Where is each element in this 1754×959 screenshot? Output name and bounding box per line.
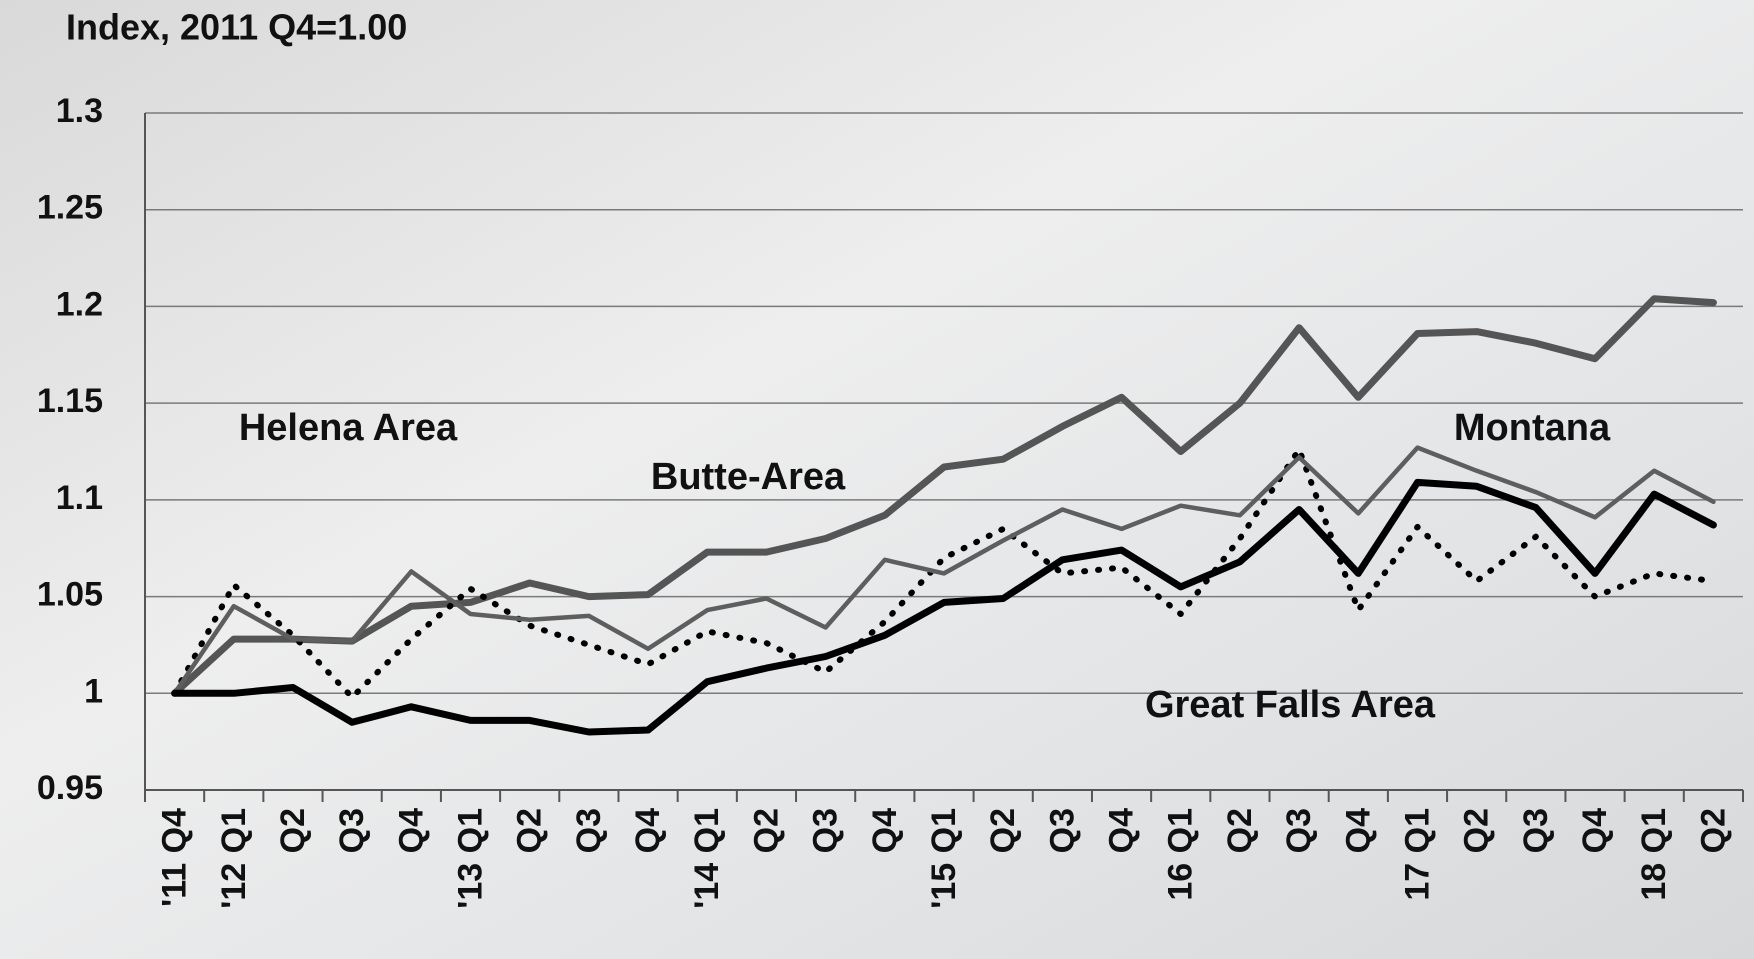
- series-label: Montana: [1454, 407, 1611, 449]
- x-tick-label: '13 Q1: [452, 808, 490, 909]
- series-label: Butte-Area: [651, 456, 846, 498]
- x-tick-label: Q3: [1280, 808, 1318, 853]
- y-tick-label: 1.2: [56, 285, 103, 323]
- y-tick-label: 1.05: [37, 576, 103, 614]
- y-tick-label: 1.3: [56, 92, 103, 130]
- x-tick-label: Q2: [1694, 808, 1732, 853]
- series-line: [171, 478, 1717, 736]
- x-tick-label: Q4: [392, 808, 430, 853]
- y-axis-label: Index, 2011 Q4=1.00: [66, 7, 407, 48]
- x-tick-label: '15 Q1: [925, 808, 963, 909]
- x-tick-label: '12 Q1: [215, 808, 253, 909]
- y-tick-label: 0.95: [37, 769, 103, 807]
- series-label: Helena Area: [239, 407, 458, 449]
- x-tick-label: Q3: [1517, 808, 1555, 853]
- x-tick-label: 17 Q1: [1398, 808, 1436, 901]
- series-line: [172, 445, 1716, 696]
- x-tick-label: Q2: [747, 808, 785, 853]
- y-tick-label: 1: [84, 672, 103, 710]
- x-tick-label: Q3: [1043, 808, 1081, 853]
- x-tick-label: '11 Q4: [156, 808, 194, 907]
- y-tick-label: 1.25: [37, 189, 103, 227]
- x-tick-label: Q2: [511, 808, 549, 853]
- y-tick-label: 1.1: [56, 479, 103, 517]
- x-tick-label: 18 Q1: [1635, 808, 1673, 901]
- series-line: [171, 446, 1717, 701]
- series-line: [171, 295, 1717, 697]
- x-tick-label: Q2: [1221, 808, 1259, 853]
- x-tick-label: Q4: [1339, 808, 1377, 853]
- x-tick-label: Q3: [807, 808, 845, 853]
- y-tick-label: 1.15: [37, 382, 103, 420]
- series-label: Great Falls Area: [1145, 684, 1436, 726]
- x-tick-label: Q2: [274, 808, 312, 853]
- x-tick-label: Q2: [1458, 808, 1496, 853]
- x-tick-label: Q3: [570, 808, 608, 853]
- x-tick-label: Q4: [1103, 808, 1141, 853]
- x-tick-label: Q4: [629, 808, 667, 853]
- x-tick-label: Q4: [866, 808, 904, 853]
- x-tick-label: 16 Q1: [1162, 808, 1200, 901]
- x-tick-label: '14 Q1: [688, 808, 726, 909]
- x-tick-label: Q2: [984, 808, 1022, 853]
- x-tick-label: Q3: [333, 808, 371, 853]
- x-tick-label: Q4: [1576, 808, 1614, 853]
